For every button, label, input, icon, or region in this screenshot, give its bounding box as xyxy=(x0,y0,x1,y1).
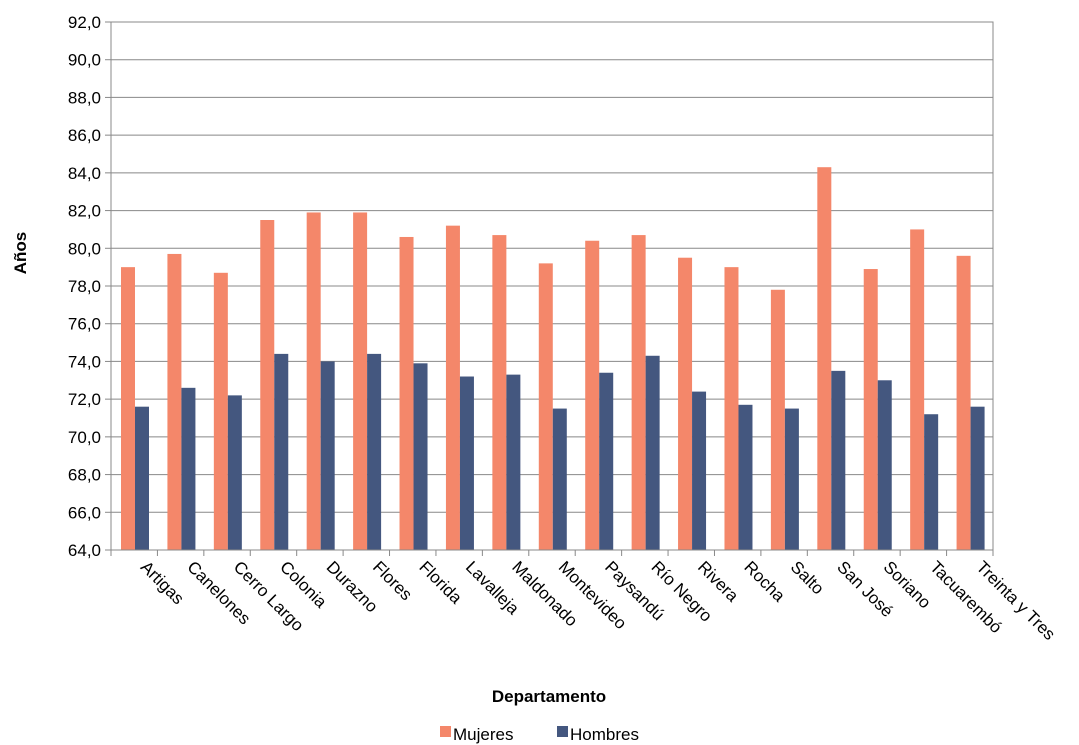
y-tick-label: 88,0 xyxy=(68,88,101,107)
bar-mujeres xyxy=(213,272,228,550)
bar-mujeres xyxy=(910,229,925,550)
legend-swatch-hombres xyxy=(557,726,568,737)
y-tick-label: 86,0 xyxy=(68,126,101,145)
bar-mujeres xyxy=(306,212,321,550)
bar-hombres xyxy=(970,406,985,550)
bar-hombres xyxy=(645,355,660,550)
y-tick-label: 80,0 xyxy=(68,239,101,258)
bar-hombres xyxy=(367,353,382,550)
bar-hombres xyxy=(506,374,521,550)
x-tick-label: Artigas xyxy=(137,557,188,608)
bar-mujeres xyxy=(863,269,878,550)
bar-hombres xyxy=(877,380,892,550)
y-axis-title: Años xyxy=(11,232,30,275)
x-tick-label: Rocha xyxy=(740,557,789,606)
bar-hombres xyxy=(135,406,149,550)
bar-mujeres xyxy=(538,263,553,550)
y-tick-label: 76,0 xyxy=(68,315,101,334)
bar-hombres xyxy=(784,408,799,550)
x-tick-label: Florida xyxy=(415,557,466,608)
bar-mujeres xyxy=(678,257,693,550)
bar-hombres xyxy=(413,363,428,550)
bar-mujeres xyxy=(492,235,507,551)
bar-mujeres xyxy=(167,253,182,550)
x-tick-label: Treinta y Tres xyxy=(973,557,1059,643)
bar-hombres xyxy=(599,372,614,550)
legend-label-hombres: Hombres xyxy=(570,725,639,744)
y-tick-label: 74,0 xyxy=(68,352,101,371)
bar-hombres xyxy=(738,404,753,550)
y-tick-label: 64,0 xyxy=(68,541,101,560)
y-tick-label: 72,0 xyxy=(68,390,101,409)
bar-mujeres xyxy=(585,240,600,550)
y-tick-label: 70,0 xyxy=(68,428,101,447)
bar-mujeres xyxy=(631,235,646,551)
bar-hombres xyxy=(181,387,196,550)
bar-mujeres xyxy=(260,220,275,550)
bar-hombres xyxy=(227,395,242,550)
bar-hombres xyxy=(320,361,335,550)
y-tick-label: 66,0 xyxy=(68,503,101,522)
bar-mujeres xyxy=(121,267,135,550)
bar-hombres xyxy=(924,414,939,550)
legend: Mujeres Hombres xyxy=(440,725,639,744)
bar-mujeres xyxy=(399,236,414,550)
bar-mujeres xyxy=(956,255,971,551)
y-tick-label: 84,0 xyxy=(68,164,101,183)
x-axis-title: Departamento xyxy=(492,687,606,706)
bar-hombres xyxy=(274,353,289,550)
y-tick-label: 78,0 xyxy=(68,277,101,296)
legend-swatch-mujeres xyxy=(440,726,451,737)
y-tick-label: 92,0 xyxy=(68,13,101,32)
bar-hombres xyxy=(692,391,707,550)
bar-mujeres xyxy=(770,289,785,550)
bar-hombres xyxy=(459,376,474,550)
legend-label-mujeres: Mujeres xyxy=(453,725,513,744)
bar-series xyxy=(121,167,985,551)
bar-hombres xyxy=(831,370,846,550)
y-axis-tick-labels: 64,0 66,0 68,0 70,0 72,0 74,0 76,0 78,0 80,0 82,0… xyxy=(68,13,101,560)
bar-mujeres xyxy=(445,225,460,550)
bar-mujeres xyxy=(724,267,739,550)
bar-mujeres xyxy=(817,167,832,550)
y-tick-label: 90,0 xyxy=(68,51,101,70)
y-tick-label: 68,0 xyxy=(68,466,101,485)
x-tick-label: Salto xyxy=(787,557,828,598)
y-tick-label: 82,0 xyxy=(68,202,101,221)
bar-hombres xyxy=(552,408,567,550)
plot-area-frame xyxy=(110,21,994,551)
bar-mujeres xyxy=(353,212,368,550)
